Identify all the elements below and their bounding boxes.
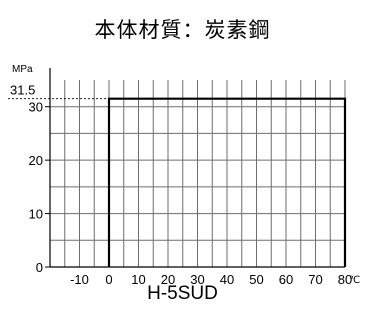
y-tick-label: 0 (36, 260, 43, 275)
x-tick-label: 80 (338, 272, 352, 287)
x-tick-label: -10 (70, 272, 89, 287)
model-label: H-5SUD (147, 283, 218, 304)
grid-lines (50, 80, 346, 267)
x-axis-unit: ℃ (349, 275, 360, 286)
chart-title: 本体材質：炭素鋼 (94, 18, 271, 42)
x-tick-label: 30 (190, 272, 204, 287)
y-tick-label: 10 (29, 207, 43, 222)
y-tick-label: 20 (29, 153, 43, 168)
x-tick-label: 0 (105, 272, 112, 287)
reference-line: 31.5 (8, 83, 109, 100)
x-tick-label: 10 (131, 272, 145, 287)
axes (45, 68, 345, 268)
y-axis-unit: MPa (12, 64, 33, 75)
x-tick-label: 60 (279, 272, 293, 287)
reference-value-label: 31.5 (10, 83, 35, 98)
x-tick-label: 70 (308, 272, 322, 287)
tick-labels: 0 10 20 30 -10 0 10 20 30 40 50 60 70 80 MPa ℃ (12, 64, 360, 287)
x-tick-label: 40 (220, 272, 234, 287)
x-tick-label: 20 (161, 272, 175, 287)
series-line (107, 97, 347, 267)
y-tick-label: 30 (29, 100, 43, 115)
series-group (107, 97, 347, 267)
x-tick-label: 50 (249, 272, 263, 287)
